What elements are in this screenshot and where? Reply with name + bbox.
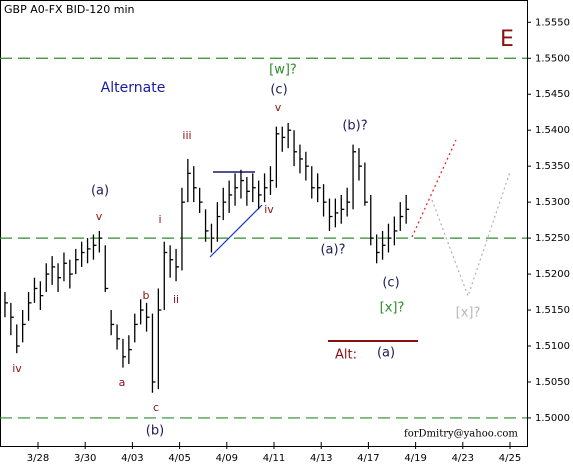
x-tick-label: 4/25 <box>499 453 521 464</box>
wave-label: (b) <box>146 424 164 439</box>
x-tick-label: 4/23 <box>452 453 474 464</box>
x-tick-label: 4/09 <box>216 453 238 464</box>
wave-label: v <box>96 210 103 223</box>
x-tick-label: 4/11 <box>263 453 285 464</box>
plot-frame <box>0 0 528 447</box>
wave-label: c <box>153 401 159 414</box>
chart-title: GBP A0-FX BID-120 min <box>4 3 135 16</box>
y-tick-label: 1.5000 <box>535 413 570 424</box>
wave-label: (a)? <box>320 243 345 258</box>
x-tick-label: 4/13 <box>310 453 332 464</box>
y-tick-label: 1.5250 <box>535 233 570 244</box>
wave-label: [x]? <box>456 306 481 321</box>
trend-line <box>209 204 263 258</box>
y-tick-label: 1.5150 <box>535 305 570 316</box>
x-tick-label: 4/05 <box>168 453 190 464</box>
x-tick-label: 4/17 <box>357 453 379 464</box>
wave-label: Alternate <box>101 80 166 96</box>
wave-label: b <box>143 289 150 302</box>
x-tick-label: 4/03 <box>121 453 143 464</box>
wave-label: Alt: <box>335 348 357 363</box>
y-tick-label: 1.5400 <box>535 125 570 136</box>
wave-label: E <box>500 27 514 52</box>
wave-label: iii <box>182 129 191 142</box>
credit: forDmitry@yahoo.com <box>404 429 518 440</box>
y-tick-label: 1.5300 <box>535 197 570 208</box>
x-tick-label: 3/28 <box>27 453 49 464</box>
wave-label: v <box>275 101 282 114</box>
y-tick-label: 1.5050 <box>535 377 570 388</box>
wave-label: (c) <box>270 83 287 98</box>
y-tick-label: 1.5500 <box>535 53 570 64</box>
y-tick-label: 1.5200 <box>535 269 570 280</box>
wave-label: (b)? <box>342 119 367 134</box>
wave-label: [x]? <box>380 301 405 316</box>
wave-label: iv <box>264 203 274 216</box>
y-tick-label: 1.5550 <box>535 17 570 28</box>
wave-label: (c) <box>382 276 399 291</box>
x-tick-label: 3/30 <box>74 453 96 464</box>
wave-label: iv <box>12 362 22 375</box>
y-tick-label: 1.5350 <box>535 161 570 172</box>
wave-label: (a) <box>377 346 395 361</box>
y-tick-label: 1.5100 <box>535 341 570 352</box>
wave-label: i <box>158 213 161 226</box>
y-tick-label: 1.5450 <box>535 89 570 100</box>
wave-label: [w]? <box>269 63 297 78</box>
x-tick-label: 4/19 <box>404 453 426 464</box>
wave-label: ii <box>173 293 179 306</box>
wave-label: (a) <box>91 184 109 199</box>
wave-label: a <box>119 376 126 389</box>
